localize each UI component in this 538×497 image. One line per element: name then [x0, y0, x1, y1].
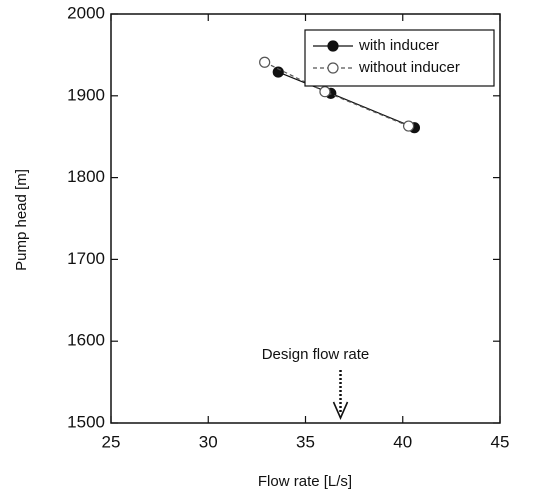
legend-box: [304, 29, 495, 87]
legend-label: without inducer: [358, 59, 460, 76]
y-tick-label: 1900: [67, 85, 105, 104]
y-tick-label: 1500: [67, 412, 105, 431]
legend-label: with inducer: [358, 37, 439, 54]
marker: [327, 40, 339, 52]
marker: [319, 86, 331, 98]
annotation-arrowhead: [332, 401, 349, 420]
annotation-text: Design flow rate: [262, 346, 370, 363]
y-tick-label: 1700: [67, 249, 105, 268]
x-tick-label: 35: [296, 432, 315, 451]
marker: [259, 56, 271, 68]
x-tick-label: 25: [102, 432, 121, 451]
x-axis-label: Flow rate [L/s]: [258, 473, 352, 490]
y-tick-label: 1600: [67, 331, 105, 350]
legend: with inducer without inducer: [304, 29, 495, 87]
y-tick-label: 1800: [67, 167, 105, 186]
x-tick-label: 40: [393, 432, 412, 451]
y-axis-label: Pump head [m]: [13, 169, 30, 271]
marker: [327, 62, 339, 74]
x-tick-label: 45: [491, 432, 510, 451]
x-tick-label: 30: [199, 432, 218, 451]
marker: [402, 120, 415, 132]
y-tick-label: 2000: [67, 3, 105, 22]
series-line: [264, 61, 409, 127]
